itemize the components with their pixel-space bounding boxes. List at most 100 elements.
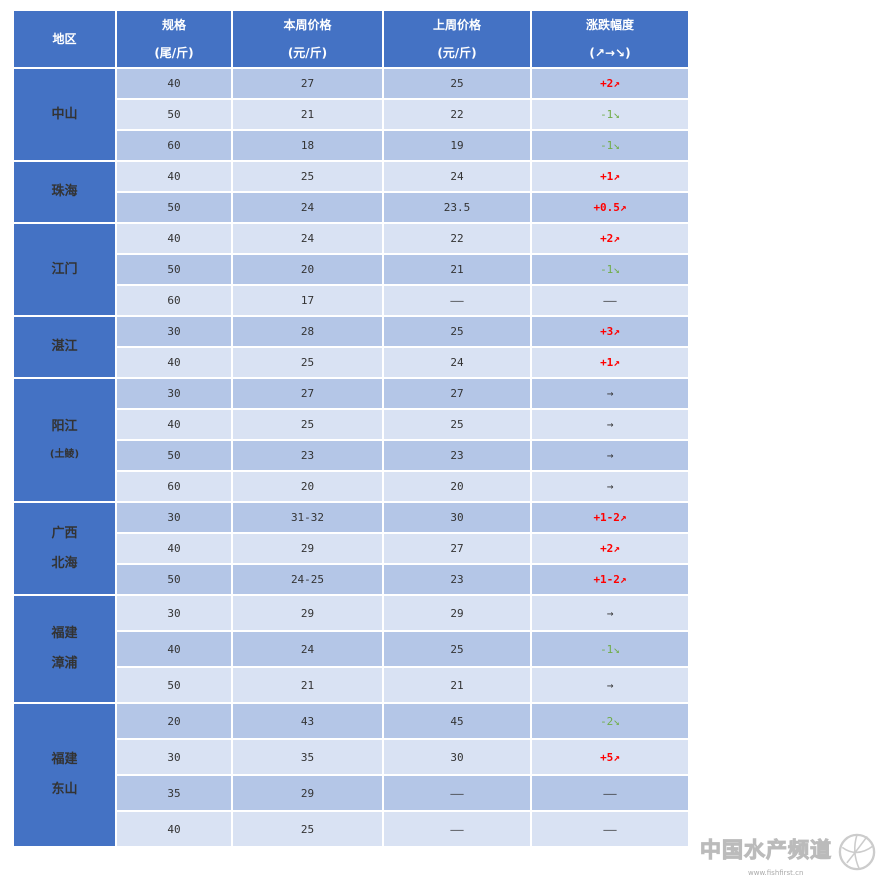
- change-value: +0.5↗: [593, 201, 627, 214]
- header-change-legend: (↗→↘): [589, 46, 631, 60]
- change-value: +1↗: [600, 356, 620, 369]
- table-row: 40 25 25 →: [13, 408, 690, 441]
- this-week-price-cell: 43: [231, 702, 384, 740]
- spec-cell: 40: [115, 222, 233, 255]
- region-name: 湛江: [51, 339, 78, 354]
- this-week-price-cell: 24: [231, 191, 384, 224]
- this-week-price-cell: 27: [231, 377, 384, 410]
- header-spec-unit: (尾/斤): [154, 46, 194, 60]
- table-row: 珠海 40 25 24 +1↗: [12, 160, 690, 224]
- change-value: -1↘: [600, 108, 620, 121]
- table-row: 江门 40 24 22 +2↗: [12, 222, 690, 317]
- spec-cell: 30: [115, 501, 233, 534]
- change-cell: +1↗: [530, 346, 690, 379]
- header-last-week: 上周价格 (元/斤): [382, 9, 532, 69]
- change-cell: ——: [530, 284, 690, 317]
- region-cell: 阳江 (土鲮): [12, 377, 117, 503]
- change-value: ——: [603, 294, 617, 307]
- spec-cell: 30: [115, 594, 233, 632]
- spec-cell: 40: [115, 532, 233, 565]
- this-week-price-cell: 25: [231, 408, 384, 441]
- region-cell: 珠海: [12, 160, 117, 224]
- change-value: +1-2↗: [593, 573, 627, 586]
- table-row: 50 20 21 -1↘: [13, 253, 690, 286]
- last-week-price-cell: 21: [382, 666, 532, 704]
- globe-icon: [838, 833, 876, 871]
- this-week-price-cell: 20: [231, 253, 384, 286]
- spec-cell: 40: [115, 408, 233, 441]
- change-value: +1-2↗: [593, 511, 627, 524]
- header-spec: 规格 (尾/斤): [115, 9, 233, 69]
- spec-cell: 60: [115, 470, 233, 503]
- change-cell: ——: [530, 774, 690, 812]
- change-cell: -1↘: [530, 129, 690, 162]
- change-cell: -1↘: [530, 98, 690, 131]
- spec-cell: 50: [115, 191, 233, 224]
- last-week-price-cell: 21: [382, 253, 532, 286]
- header-change-title: 涨跌幅度: [585, 18, 634, 32]
- spec-cell: 40: [115, 67, 233, 100]
- region-note: (土鲮): [49, 449, 80, 460]
- change-value: +2↗: [600, 77, 620, 90]
- table-row: 50 21 22 -1↘: [13, 98, 690, 131]
- last-week-price-cell: 23.5: [382, 191, 532, 224]
- last-week-price-cell: 19: [382, 129, 532, 162]
- change-value: →: [606, 449, 614, 462]
- change-cell: +3↗: [530, 315, 690, 348]
- change-cell: +0.5↗: [530, 191, 690, 224]
- this-week-price-cell: 29: [231, 532, 384, 565]
- spec-cell: 40: [115, 810, 233, 848]
- spec-cell: 60: [115, 284, 233, 317]
- change-cell: →: [530, 666, 690, 704]
- table-row: 广西 北海 30 31-32 30 +1-2↗: [12, 501, 690, 596]
- change-cell: -2↘: [530, 702, 690, 740]
- last-week-price-cell: 25: [382, 408, 532, 441]
- spec-cell: 50: [115, 563, 233, 596]
- watermark-url: www.fishfirst.cn: [748, 869, 804, 877]
- last-week-price-cell: 25: [382, 315, 532, 348]
- change-cell: +5↗: [530, 738, 690, 776]
- change-value: →: [606, 418, 614, 431]
- table-row: 福建 漳浦 30 29 29 →: [12, 594, 690, 704]
- table-row: 中山 40 27 25 +2↗: [12, 67, 690, 162]
- last-week-price-cell: 25: [382, 630, 532, 668]
- last-week-price-cell: 22: [382, 98, 532, 131]
- this-week-price-cell: 20: [231, 470, 384, 503]
- change-cell: +2↗: [530, 67, 690, 100]
- region-name: 广西: [51, 525, 78, 541]
- table-row: 50 24-25 23 +1-2↗: [13, 563, 690, 596]
- this-week-price-cell: 24: [231, 222, 384, 255]
- spec-cell: 30: [115, 738, 233, 776]
- this-week-price-cell: 25: [231, 346, 384, 379]
- last-week-price-cell: 27: [382, 532, 532, 565]
- change-cell: →: [530, 594, 690, 632]
- this-week-price-cell: 35: [231, 738, 384, 776]
- this-week-price-cell: 23: [231, 439, 384, 472]
- spec-cell: 20: [115, 702, 233, 740]
- table-row: 30 35 30 +5↗: [13, 738, 690, 776]
- header-last-week-unit: (元/斤): [437, 46, 477, 60]
- region-cell: 江门: [12, 222, 117, 317]
- change-value: →: [606, 387, 614, 400]
- spec-cell: 35: [115, 774, 233, 812]
- change-cell: ——: [530, 810, 690, 848]
- change-cell: +2↗: [530, 532, 690, 565]
- table-row: 福建 东山 20 43 45 -2↘: [12, 702, 690, 848]
- this-week-price-cell: 29: [231, 594, 384, 632]
- change-value: +5↗: [600, 750, 620, 764]
- change-value: +2↗: [600, 232, 620, 245]
- region-cell: 广西 北海: [12, 501, 117, 596]
- spec-cell: 40: [115, 346, 233, 379]
- price-table: 地区 规格 (尾/斤) 本周价格 (元/斤) 上周价格 (元/斤) 涨跌幅度 (↗→↘)…: [12, 9, 690, 848]
- watermark-text: 中国水产频道: [700, 837, 832, 862]
- change-cell: +1-2↗: [530, 563, 690, 596]
- region-cell: 中山: [12, 67, 117, 162]
- change-value: -1↘: [600, 139, 620, 152]
- change-value: +3↗: [600, 325, 620, 338]
- table-row: 湛江 30 28 25 +3↗: [12, 315, 690, 379]
- last-week-price-cell: 20: [382, 470, 532, 503]
- table-row: 40 24 25 -1↘: [13, 630, 690, 668]
- table-row: 35 29 —— ——: [13, 774, 690, 812]
- table-row: 阳江 (土鲮) 30 27 27 →: [12, 377, 690, 503]
- last-week-price-cell: ——: [382, 810, 532, 848]
